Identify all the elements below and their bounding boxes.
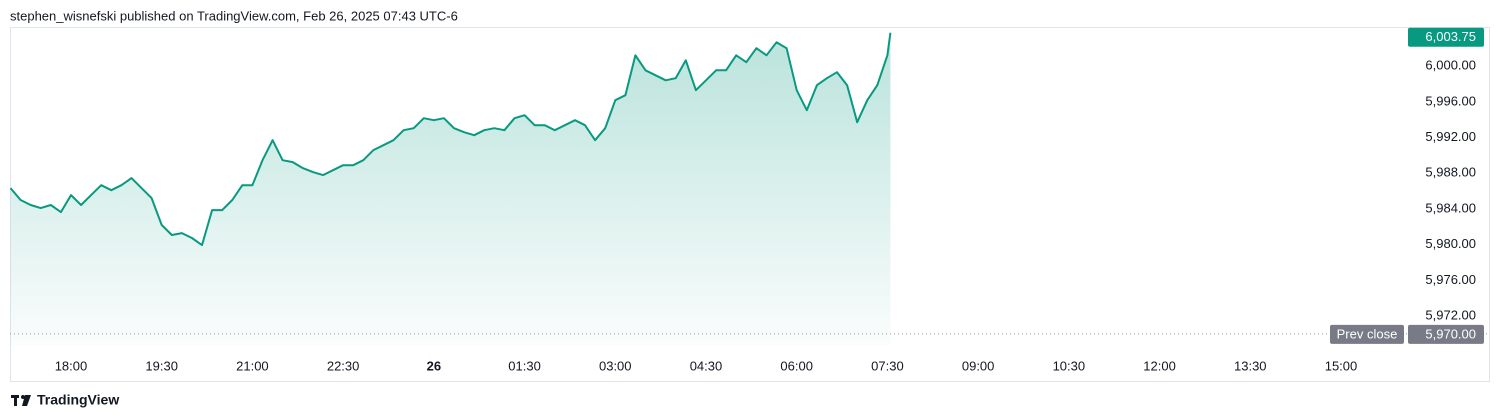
x-tick-label: 18:00 — [55, 358, 88, 373]
x-tick-label: 12:00 — [1143, 358, 1176, 373]
x-tick-label: 06:00 — [780, 358, 813, 373]
chart-frame — [10, 27, 1490, 382]
y-tick-label: 5,972.00 — [1425, 307, 1476, 322]
logo — [11, 395, 31, 406]
x-tick-label: 19:30 — [145, 358, 178, 373]
x-tick-label: 26 — [427, 358, 441, 373]
y-tick-label: 5,976.00 — [1425, 272, 1476, 287]
prev-close-value: 5,970.00 — [1425, 326, 1476, 341]
x-tick-label: 22:30 — [327, 358, 360, 373]
footer-brand: TradingView — [37, 392, 119, 408]
x-tick-label: 04:30 — [690, 358, 723, 373]
y-tick-label: 5,992.00 — [1425, 129, 1476, 144]
prev-close-tag — [1330, 324, 1404, 344]
last-price-label: 6,003.75 — [1425, 29, 1476, 44]
y-tick-label: 6,000.00 — [1425, 58, 1476, 73]
y-tick-label: 5,980.00 — [1425, 236, 1476, 251]
x-tick-label: 03:00 — [599, 358, 632, 373]
x-tick-label: 10:30 — [1053, 358, 1086, 373]
plot: 5,972.00 5,976.00 5,980.00 5,984.00 5,988.00… — [9, 27, 1490, 373]
x-tick-label: 09:00 — [962, 358, 995, 373]
x-tick-label: 01:30 — [508, 358, 541, 373]
x-tick-label: 07:30 — [871, 358, 904, 373]
area-fill — [10, 32, 891, 346]
x-tick-label: 21:00 — [236, 358, 269, 373]
prev-close-box — [1408, 324, 1484, 344]
y-tick-label: 5,988.00 — [1425, 165, 1476, 180]
x-tick-label: 15:00 — [1325, 358, 1358, 373]
last-price-box — [1408, 27, 1484, 47]
y-tick-label: 5,996.00 — [1425, 93, 1476, 108]
header: stephen_wisnefski published on TradingVi… — [10, 8, 458, 23]
prev-close-text: Prev close — [1337, 326, 1398, 341]
y-tick-label: 5,984.00 — [1425, 200, 1476, 215]
x-tick-label: 13:30 — [1234, 358, 1267, 373]
price-line — [9, 32, 892, 247]
